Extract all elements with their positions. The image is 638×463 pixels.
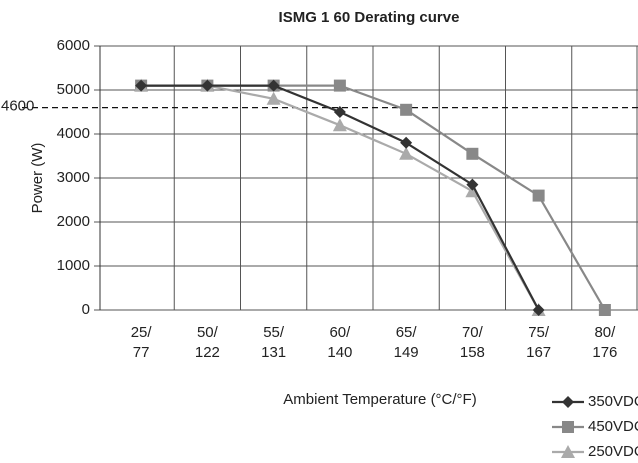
chart-title: ISMG 1 60 Derating curve [279, 9, 460, 26]
marker [562, 421, 574, 433]
x-tick-label: 55/ 131 [261, 324, 287, 361]
legend-label: 450VDC [588, 418, 638, 435]
marker [532, 189, 545, 202]
marker [201, 79, 214, 92]
marker [561, 445, 575, 458]
marker [400, 136, 413, 149]
x-tick-label: 75/ 167 [526, 324, 552, 361]
marker [135, 79, 148, 92]
marker [598, 304, 611, 316]
y-axis-label: Power (W) [29, 143, 46, 214]
marker [465, 184, 480, 198]
marker [332, 118, 347, 132]
marker [400, 103, 413, 116]
marker [466, 178, 479, 191]
y-tick-label: 6000 [57, 37, 90, 54]
marker [562, 396, 574, 408]
legend-label: 350VDC [588, 393, 638, 410]
y-tick-label: 4000 [57, 125, 90, 142]
x-tick-label: 25/ 77 [130, 324, 152, 361]
x-tick-label: 80/ 176 [592, 324, 618, 361]
x-axis-label: Ambient Temperature (°C/°F) [283, 391, 476, 408]
reference-label: 4600 [1, 98, 34, 115]
y-tick-label: 1000 [57, 257, 90, 274]
y-tick-label: 5000 [57, 81, 90, 98]
legend-label: 250VDC [588, 443, 638, 460]
marker [466, 147, 479, 160]
marker [333, 106, 346, 118]
marker [333, 79, 346, 92]
y-tick-label: 3000 [57, 169, 90, 186]
x-tick-label: 65/ 149 [393, 324, 419, 361]
marker [266, 91, 281, 105]
marker [399, 146, 414, 160]
x-tick-label: 70/ 158 [459, 324, 485, 361]
x-tick-label: 60/ 140 [327, 324, 353, 361]
y-tick-label: 2000 [57, 213, 90, 230]
x-tick-label: 50/ 122 [194, 324, 220, 361]
marker [267, 79, 280, 92]
y-tick-label: 0 [82, 301, 90, 318]
marker [532, 304, 545, 316]
